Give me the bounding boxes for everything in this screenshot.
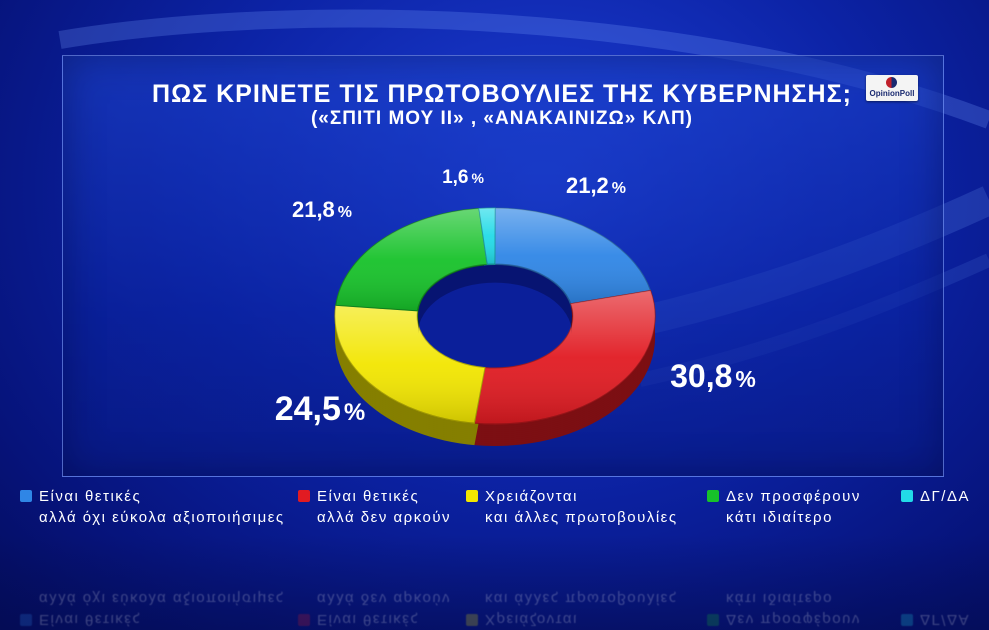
- slice-yellow-value: 24,5: [275, 390, 341, 428]
- legend-line-1: ΔΓ/ΔΑ: [920, 488, 970, 505]
- legend-label: ΔΓ/ΔΑ: [920, 486, 970, 507]
- reflected-legend-line-2: αλλά δεν αρκούν: [317, 590, 452, 607]
- legend-swatch: [901, 490, 913, 502]
- opinionpoll-logo: OpinionPoll: [866, 75, 918, 101]
- reflected-legend-swatch: [20, 614, 32, 626]
- floor-gradient: [0, 535, 989, 630]
- reflected-legend-swatch: [901, 614, 913, 626]
- slice-green-value: 21,8: [292, 197, 335, 222]
- reflected-legend-swatch: [298, 614, 310, 626]
- legend-swatch: [707, 490, 719, 502]
- donut-slices: [334, 207, 656, 425]
- legend-label: Είναι θετικές αλλά όχι εύκολα αξιοποιήσιμ…: [39, 486, 285, 528]
- slice-green-unit: %: [338, 204, 352, 221]
- slice-cyan-shine: [478, 208, 495, 265]
- slice-green-shine: [335, 208, 488, 311]
- slice-blue-unit: %: [612, 180, 626, 197]
- logo-mark-icon: [886, 77, 897, 88]
- reflected-legend-line-2: κάτι ιδιαίτερο: [726, 590, 833, 607]
- slice-blue-value: 21,2: [566, 173, 609, 198]
- slice-cyan-unit: %: [471, 170, 484, 186]
- legend-line-1: Χρειάζονται: [485, 488, 578, 505]
- reflected-legend-label: Είναι θετικές αλλά δεν αρκούν: [317, 588, 451, 630]
- legend-label: Είναι θετικές αλλά δεν αρκούν: [317, 486, 451, 528]
- slice-blue-shine: [495, 208, 651, 304]
- slice-yellow-unit: %: [344, 399, 365, 426]
- legend-swatch: [466, 490, 478, 502]
- reflected-legend-label: Χρειάζονται και άλλες πρωτοβουλίες: [485, 588, 678, 630]
- reflected-legend-line-1: Δεν προσφέρουν: [726, 611, 861, 628]
- legend-line-1: Είναι θετικές: [317, 488, 420, 505]
- reflected-legend-line-1: Είναι θετικές: [317, 611, 420, 628]
- legend-swatch: [20, 490, 32, 502]
- logo-text: OpinionPoll: [869, 89, 915, 98]
- slice-labels: 21,2 %30,8 %24,5 %21,8 %1,6%: [275, 167, 756, 428]
- reflected-legend-swatch: [707, 614, 719, 626]
- reflected-legend-label: Είναι θετικές αλλά όχι εύκολα αξιοποιήσιμ…: [39, 588, 285, 630]
- slice-red-shine: [474, 290, 655, 424]
- legend-line-2: και άλλες πρωτοβουλίες: [485, 509, 678, 526]
- legend-label: Χρειάζονται και άλλες πρωτοβουλίες: [485, 486, 678, 528]
- reflected-legend-line-1: ΔΓ/ΔΑ: [920, 611, 970, 628]
- legend-line-1: Δεν προσφέρουν: [726, 488, 861, 505]
- reflected-legend-line-1: Χρειάζονται: [485, 611, 578, 628]
- slice-red-label: 30,8%: [670, 358, 756, 394]
- donut-inner-wall: [418, 265, 572, 334]
- reflected-legend-line-2: αλλά όχι εύκολα αξιοποιήσιμες: [39, 590, 285, 607]
- slice-blue-label: 21,2%: [566, 173, 626, 198]
- legend-line-2: κάτι ιδιαίτερο: [726, 509, 833, 526]
- legend-label: Δεν προσφέρουν κάτι ιδιαίτερο: [726, 486, 861, 528]
- chart-title: ΠΩΣ ΚΡΙΝΕΤΕ ΤΙΣ ΠΡΩΤΟΒΟΥΛΙΕΣ ΤΗΣ ΚΥΒΕΡΝΗ…: [152, 80, 852, 108]
- slice-green-label: 21,8%: [292, 197, 352, 222]
- legend-line-1: Είναι θετικές: [39, 488, 142, 505]
- donut-hole: [418, 265, 572, 367]
- slice-red-unit: %: [735, 366, 755, 392]
- chart-subtitle: («ΣΠΙΤΙ ΜΟΥ ΙΙ» , «ΑΝΑΚΑΙΝΙΖΩ» ΚΛΠ): [310, 108, 694, 129]
- legend-reflection: Είναι θετικές αλλά όχι εύκολα αξιοποιήσιμ…: [0, 560, 989, 630]
- slice-red-value: 30,8: [670, 358, 732, 394]
- reflected-legend-line-1: Είναι θετικές: [39, 611, 142, 628]
- reflected-legend-swatch: [466, 614, 478, 626]
- reflected-legend-label: Δεν προσφέρουν κάτι ιδιαίτερο: [726, 588, 861, 630]
- slice-yellow-label: 24,5%: [275, 390, 366, 428]
- reflected-legend-line-2: και άλλες πρωτοβουλίες: [485, 590, 678, 607]
- legend-swatch: [298, 490, 310, 502]
- legend-line-2: αλλά δεν αρκούν: [317, 509, 452, 526]
- reflected-legend-label: ΔΓ/ΔΑ: [920, 609, 970, 630]
- donut-hole-fill: [418, 265, 572, 367]
- slice-cyan-label: 1,6%: [442, 167, 484, 188]
- slice-cyan-value: 1,6: [442, 167, 468, 188]
- legend-line-2: αλλά όχι εύκολα αξιοποιήσιμες: [39, 509, 285, 526]
- slice-yellow-shine: [335, 305, 485, 424]
